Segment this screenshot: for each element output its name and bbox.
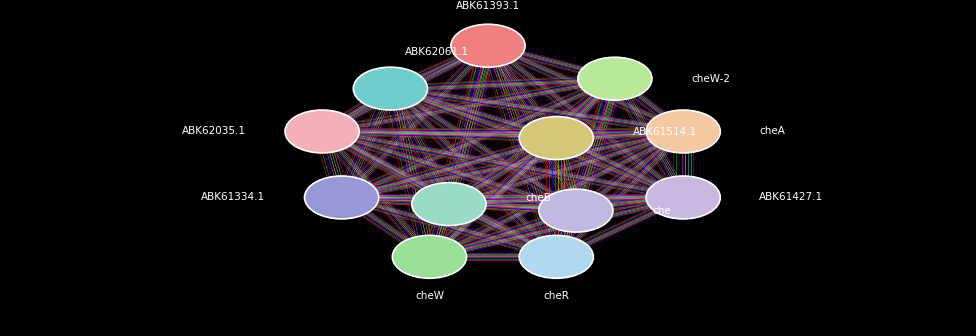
Text: che: che — [652, 206, 671, 216]
Ellipse shape — [539, 189, 613, 232]
Ellipse shape — [412, 182, 486, 225]
Text: cheB: cheB — [525, 193, 551, 203]
Text: ABK61334.1: ABK61334.1 — [201, 193, 265, 203]
Ellipse shape — [519, 236, 593, 278]
Text: ABK62035.1: ABK62035.1 — [182, 126, 246, 136]
Ellipse shape — [305, 176, 379, 219]
Text: ABK61393.1: ABK61393.1 — [456, 1, 520, 11]
Text: cheA: cheA — [759, 126, 786, 136]
Text: ABK62061.1: ABK62061.1 — [405, 47, 469, 57]
Ellipse shape — [392, 236, 467, 278]
Ellipse shape — [646, 176, 720, 219]
Ellipse shape — [578, 57, 652, 100]
Text: cheR: cheR — [544, 291, 569, 301]
Ellipse shape — [646, 110, 720, 153]
Ellipse shape — [353, 67, 427, 110]
Text: ABK61514.1: ABK61514.1 — [632, 127, 697, 137]
Text: cheW-2: cheW-2 — [691, 74, 730, 84]
Ellipse shape — [519, 117, 593, 160]
Text: cheW: cheW — [415, 291, 444, 301]
Text: ABK61427.1: ABK61427.1 — [759, 193, 824, 203]
Ellipse shape — [451, 24, 525, 67]
Ellipse shape — [285, 110, 359, 153]
